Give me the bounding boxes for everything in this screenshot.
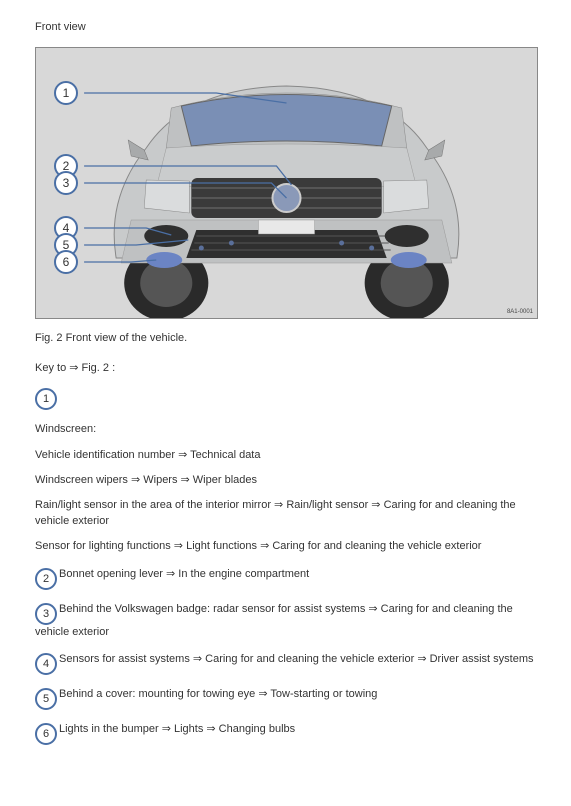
key-text-2: Bonnet opening lever ⇒ In the engine com… xyxy=(59,568,309,580)
key-number-1: 1 xyxy=(35,388,57,410)
key-item-4: 4Sensors for assist systems ⇒ Caring for… xyxy=(35,652,536,675)
key-number-5: 5 xyxy=(35,688,57,710)
key-number-6: 6 xyxy=(35,723,57,745)
key-to-label: Key to ⇒ Fig. 2 : xyxy=(35,361,536,376)
page-title: Front view xyxy=(35,20,536,35)
key-text-4: Sensors for assist systems ⇒ Caring for … xyxy=(59,653,534,665)
windscreen-heading: Windscreen: xyxy=(35,422,536,437)
vehicle-figure: 1 2 3 4 5 6 8A1-0001 xyxy=(35,47,538,319)
windscreen-line-1: Vehicle identification number ⇒ Technica… xyxy=(35,448,536,463)
windscreen-line-3: Rain/light sensor in the area of the int… xyxy=(35,498,536,529)
figure-code: 8A1-0001 xyxy=(507,308,533,316)
windscreen-line-2: Windscreen wipers ⇒ Wipers ⇒ Wiper blade… xyxy=(35,473,536,488)
key-text-6: Lights in the bumper ⇒ Lights ⇒ Changing… xyxy=(59,723,295,735)
key-number-4: 4 xyxy=(35,653,57,675)
key-item-3: 3Behind the Volkswagen badge: radar sens… xyxy=(35,602,536,640)
figure-caption: Fig. 2 Front view of the vehicle. xyxy=(35,331,536,346)
page-root: Front view xyxy=(0,0,571,806)
key-item-5: 5Behind a cover: mounting for towing eye… xyxy=(35,687,536,710)
key-number-2: 2 xyxy=(35,568,57,590)
key-item-6: 6Lights in the bumper ⇒ Lights ⇒ Changin… xyxy=(35,722,536,745)
key-text-5: Behind a cover: mounting for towing eye … xyxy=(59,688,377,700)
key-number-3: 3 xyxy=(35,603,57,625)
windscreen-line-4: Sensor for lighting functions ⇒ Light fu… xyxy=(35,539,536,554)
key-item-2: 2Bonnet opening lever ⇒ In the engine co… xyxy=(35,567,536,590)
key-text-3: Behind the Volkswagen badge: radar senso… xyxy=(35,603,513,638)
vehicle-svg xyxy=(36,48,537,318)
